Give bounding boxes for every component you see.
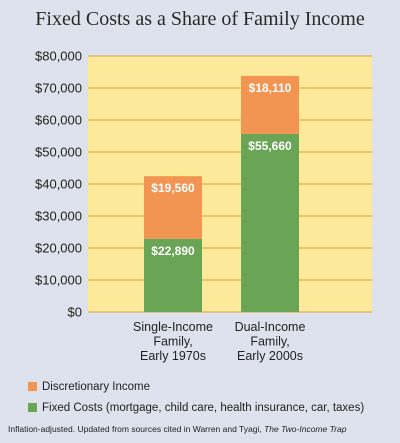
y-tick-label: $70,000: [35, 81, 82, 96]
book-title: The Two-Income Trap: [264, 424, 347, 434]
y-tick-label: $80,000: [35, 49, 82, 64]
legend-item-discretionary: Discretionary Income: [28, 376, 400, 397]
y-tick-label: $50,000: [35, 145, 82, 160]
bars: [144, 75, 299, 312]
y-tick-label: $60,000: [35, 113, 82, 128]
data-label: $18,110: [249, 81, 292, 95]
data-label: $55,660: [248, 139, 292, 153]
data-labels: $22,890 $19,560 $55,660 $18,110: [151, 81, 292, 258]
source-note-text: Inflation-adjusted. Updated from sources…: [8, 424, 265, 434]
y-axis-labels: $0 $10,000 $20,000 $30,000 $40,000 $50,000 $60…: [35, 49, 82, 320]
bar-segment: [144, 238, 202, 312]
legend-swatch: [28, 382, 37, 391]
data-label: $22,890: [151, 244, 195, 258]
legend-swatch: [28, 403, 37, 412]
x-tick-label: Early 1970s: [140, 349, 206, 363]
bar-segment: [241, 133, 299, 312]
y-tick-label: $40,000: [35, 177, 82, 192]
x-tick-label: Single-Income: [133, 320, 213, 334]
legend-item-fixed-costs: Fixed Costs (mortgage, child care, healt…: [28, 397, 400, 418]
bar-segment: [241, 75, 299, 134]
bar-segment: [144, 176, 202, 239]
source-note: Inflation-adjusted. Updated from sources…: [8, 424, 398, 434]
y-tick-label: $30,000: [35, 209, 82, 224]
chart-title: Fixed Costs as a Share of Family Income: [35, 8, 365, 30]
x-tick-label: Family,: [153, 335, 192, 349]
x-tick-label: Early 2000s: [237, 349, 303, 363]
gridlines: [88, 55, 372, 313]
data-label: $19,560: [151, 181, 195, 195]
x-tick-label: Dual-Income: [235, 320, 306, 334]
y-tick-label: $0: [68, 305, 82, 320]
stacked-bar-chart: $0 $10,000 $20,000 $30,000 $40,000 $50,000 $60…: [35, 49, 372, 363]
y-tick-label: $10,000: [35, 273, 82, 288]
legend: Discretionary Income Fixed Costs (mortga…: [28, 376, 400, 418]
legend-label: Discretionary Income: [42, 380, 151, 393]
legend-label: Fixed Costs (mortgage, child care, healt…: [42, 401, 365, 414]
x-tick-label: Family,: [250, 335, 289, 349]
y-tick-label: $20,000: [35, 241, 82, 256]
